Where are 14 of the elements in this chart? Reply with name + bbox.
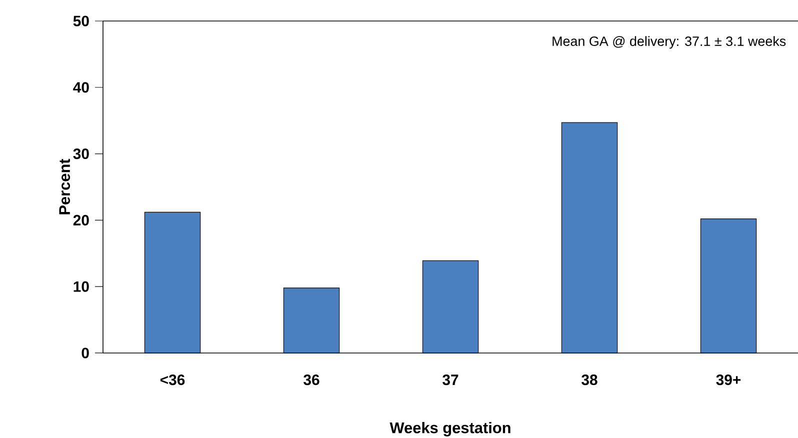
x-tick-label: 37 [442,374,458,386]
x-axis-title: Weeks gestation [390,422,510,436]
y-tick-label: 10 [74,281,89,292]
x-tick-label: <36 [160,374,185,386]
y-tick-label: 30 [73,148,89,160]
y-axis-title: Percent [59,158,70,214]
x-tick-label: 38 [582,374,598,386]
x-tick-label: 39+ [716,374,741,386]
y-tick-label: 50 [73,16,89,26]
y-tick-label: 40 [73,82,89,93]
y-tick-label: 0 [82,348,89,358]
y-tick-label: 20 [73,214,89,226]
x-tick-label: 36 [304,374,320,386]
annotation: Mean GA @ delivery: 37.1 ± 3.1 weeks [552,36,786,49]
